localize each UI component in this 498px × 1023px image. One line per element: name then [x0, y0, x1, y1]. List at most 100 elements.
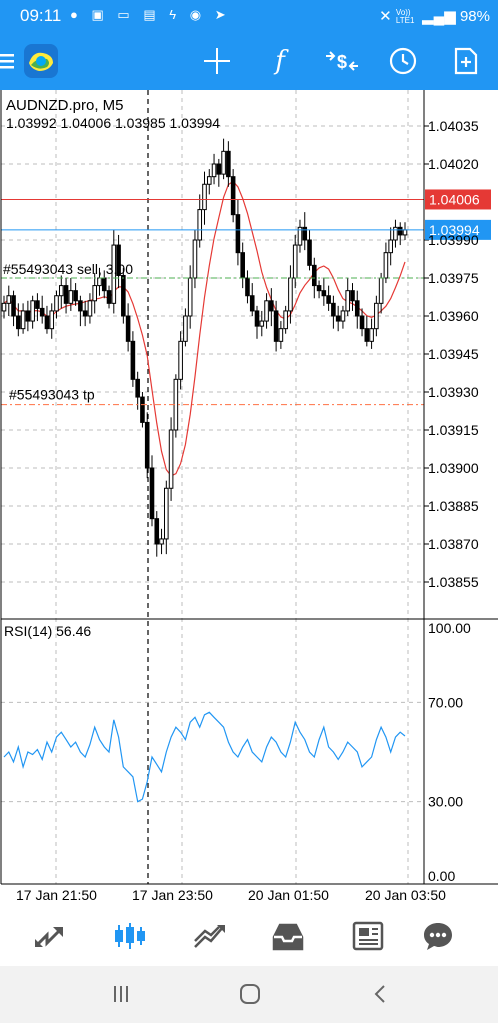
candle-body [25, 310, 31, 322]
price-axis-label: 1.03975 [428, 270, 479, 286]
candle-body [331, 302, 336, 317]
candle-body [192, 239, 198, 279]
candle-body [211, 163, 217, 178]
messages-icon[interactable] [408, 906, 468, 966]
crosshair-icon[interactable] [195, 32, 239, 90]
candle-body [226, 150, 231, 178]
candle-body [16, 315, 21, 330]
symbol-icon[interactable]: $ [320, 32, 364, 90]
candle-body [316, 285, 322, 292]
candle-body [73, 290, 78, 302]
trade-icon[interactable] [180, 906, 240, 966]
price-axis-label: 1.04020 [428, 156, 479, 172]
candle-body [125, 315, 131, 342]
order-label: #55493043 sell, 3.00 [3, 261, 133, 277]
cast-icon: ▭ [117, 7, 135, 22]
candle-body [335, 315, 341, 322]
price-axis-label: 1.03870 [428, 536, 479, 552]
chart-icon[interactable] [100, 906, 160, 966]
candle-body [39, 307, 45, 317]
candle-body [183, 315, 188, 342]
candle-body [297, 226, 303, 246]
app-logo[interactable] [22, 32, 60, 90]
candle-body [350, 290, 355, 302]
book-icon: ▤ [143, 7, 161, 22]
moving-average-line [3, 180, 406, 477]
price-axis-label: 1.03900 [428, 460, 479, 476]
ask-price-badge [425, 189, 491, 210]
candle-body [202, 183, 207, 211]
quotes-icon[interactable] [20, 906, 80, 966]
rsi-indicator [3, 711, 406, 803]
candle-body [264, 300, 269, 322]
candle-body [359, 315, 365, 330]
price-axis-label: 1.03855 [428, 574, 479, 590]
candle-body [78, 300, 83, 312]
svg-text:$: $ [337, 52, 347, 72]
candle-body [58, 285, 64, 297]
rsi-level-label: 100.00 [428, 620, 471, 636]
candle-body [278, 328, 284, 342]
ask-price-label: 1.04006 [429, 191, 480, 207]
candle-body [206, 176, 212, 185]
chart-toolbar: f $ [0, 32, 498, 90]
candle-body [216, 163, 222, 175]
candle-body [11, 295, 16, 317]
candle-body [168, 429, 174, 489]
clock-icon[interactable] [381, 32, 425, 90]
status-right: ✕ Vo)) LTE1 ▂▄▆ 98% [379, 7, 490, 25]
price-axis-label: 1.03960 [428, 308, 479, 324]
recents-icon[interactable] [96, 974, 146, 1014]
candle-body [230, 176, 236, 216]
image-icon: ▣ [91, 7, 109, 22]
function-icon[interactable]: f [275, 46, 285, 76]
news-icon[interactable] [338, 906, 398, 966]
candle-body [288, 277, 293, 312]
menu-icon[interactable] [0, 32, 14, 90]
back-icon[interactable] [355, 974, 405, 1014]
candle-body [144, 421, 150, 469]
history-icon[interactable] [258, 906, 318, 966]
price-axis-label: 1.04035 [428, 118, 479, 134]
add-document-icon[interactable] [444, 32, 488, 90]
candle-body [154, 518, 160, 545]
candle-body [364, 328, 370, 342]
candle-body [240, 252, 245, 279]
candle-body [374, 302, 379, 330]
candle-body [159, 538, 164, 545]
status-time: 09:11 [20, 6, 62, 25]
candle-body [383, 252, 389, 279]
chat-icon: ◉ [189, 7, 207, 22]
bid-price-badge [425, 219, 491, 240]
candle-body [292, 244, 298, 279]
time-axis-label: 17 Jan 21:50 [16, 887, 97, 903]
price-chart[interactable]: 1.04035 1.04020 1.03990 1.03975 1.03960 1.039… [0, 90, 498, 920]
candle-body [254, 310, 260, 327]
candle-body [397, 226, 403, 236]
candle-body [302, 226, 308, 241]
candle-body [235, 214, 241, 254]
candle-body [221, 150, 226, 175]
spotify-icon: ● [70, 7, 83, 22]
candle-body [393, 226, 398, 241]
moving-average-path [3, 180, 406, 477]
rsi-level-label: 0.00 [428, 868, 455, 884]
battery-level: 98% [459, 8, 490, 25]
price-axis-label: 1.03990 [428, 232, 479, 248]
home-icon[interactable] [225, 974, 275, 1014]
candle-body [35, 300, 40, 309]
symbol-timeframe-label: AUDNZD.pro, M5 [6, 97, 124, 114]
candle-body [30, 300, 35, 322]
status-bar: 09:11 ● ▣ ▭ ▤ ϟ ◉ ➤ ✕ Vo)) LTE1 ▂▄▆ 98% [0, 0, 498, 32]
candle-body [269, 300, 274, 312]
candle-body [283, 310, 288, 330]
candle-body [97, 277, 102, 287]
time-axis-label: 17 Jan 23:50 [132, 887, 213, 903]
candle-body [321, 290, 327, 297]
candle-body [326, 295, 331, 304]
candle-body [68, 290, 74, 304]
candle-body [20, 310, 26, 330]
candle-body [106, 290, 112, 304]
candle-body [249, 295, 255, 312]
candle-body [259, 320, 265, 327]
